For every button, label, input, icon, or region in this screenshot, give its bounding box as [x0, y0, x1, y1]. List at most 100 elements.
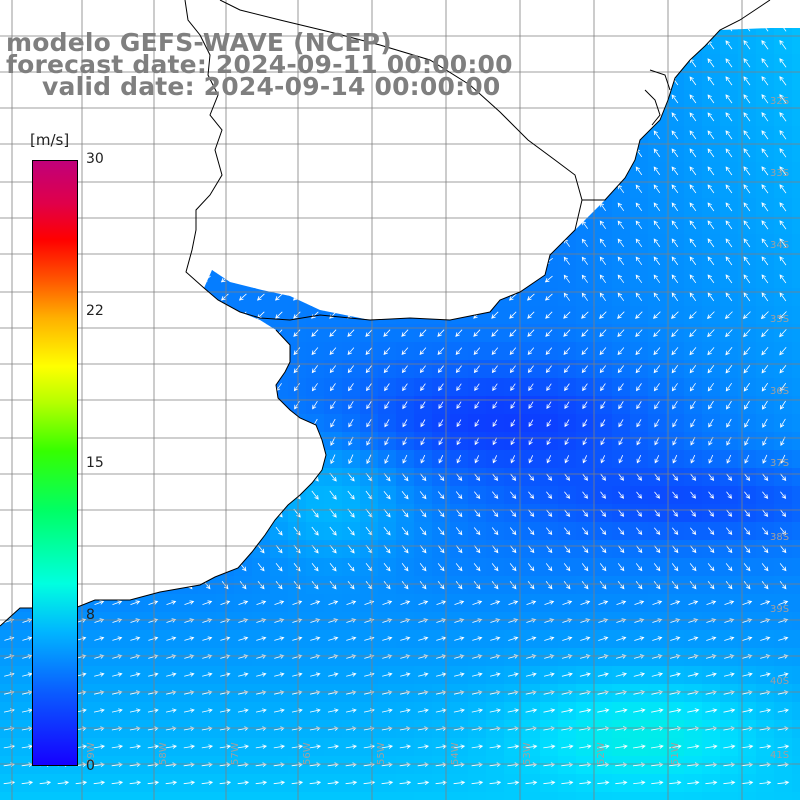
wind-speed-cell — [414, 180, 433, 199]
wind-speed-cell — [234, 342, 253, 361]
wind-arrow — [112, 257, 121, 265]
wind-speed-cell — [126, 180, 145, 199]
wind-arrow — [671, 527, 679, 535]
wind-arrow — [257, 347, 265, 356]
wind-arrow — [707, 238, 715, 248]
wind-arrow — [346, 204, 356, 210]
wind-arrow — [563, 292, 571, 301]
wind-arrow — [579, 672, 591, 677]
wind-arrow — [382, 222, 392, 228]
wind-arrow — [510, 455, 516, 464]
wind-arrow — [239, 365, 247, 374]
wind-speed-cell — [198, 216, 217, 235]
wind-speed-cell — [0, 504, 19, 523]
wind-arrow — [309, 115, 320, 120]
wind-arrow — [651, 708, 664, 713]
wind-arrow — [131, 383, 138, 392]
wind-speed-cell — [414, 270, 433, 289]
wind-arrow — [435, 115, 446, 120]
wind-arrow — [438, 455, 444, 464]
wind-speed-cell — [486, 792, 505, 800]
wind-speed-cell — [216, 144, 235, 163]
wind-speed-cell — [792, 756, 800, 775]
wind-arrow — [491, 581, 499, 590]
wind-speed-cell — [522, 28, 541, 37]
wind-arrow — [581, 112, 589, 122]
wind-arrow — [347, 347, 355, 356]
wind-arrow — [111, 115, 122, 120]
wind-speed-cell — [162, 450, 181, 469]
wind-arrow — [148, 7, 157, 11]
colorbar-tick-label: 22 — [86, 303, 104, 319]
title-forecast-date: forecast date: 2024-09-11 00:00:00 — [6, 50, 513, 79]
wind-speed-cell — [558, 72, 577, 91]
wind-arrow — [779, 545, 787, 554]
wind-arrow — [202, 257, 211, 265]
wind-arrow — [616, 600, 627, 605]
wind-arrow — [618, 455, 624, 464]
wind-arrow — [689, 76, 697, 86]
wind-arrow — [581, 365, 589, 374]
wind-arrow — [95, 365, 103, 374]
wind-speed-cell — [792, 72, 800, 91]
wind-arrow — [436, 204, 446, 210]
wind-arrow — [256, 275, 265, 283]
wind-arrow — [617, 94, 625, 104]
wind-arrow — [474, 473, 481, 481]
wind-arrow — [238, 257, 247, 265]
wind-arrow — [22, 204, 32, 210]
wind-speed-cell — [36, 108, 55, 127]
wind-speed-cell — [450, 162, 469, 181]
wind-arrow — [544, 168, 554, 174]
wind-speed-cell — [198, 126, 217, 145]
wind-arrow — [689, 329, 697, 338]
wind-arrow — [599, 112, 607, 122]
wind-arrow — [689, 166, 697, 176]
wind-arrow — [167, 491, 175, 500]
wind-arrow — [382, 636, 393, 641]
wind-arrow — [636, 473, 643, 481]
wind-arrow — [653, 76, 661, 86]
wind-arrow — [436, 275, 445, 283]
wind-speed-cell — [522, 252, 541, 271]
wind-arrow — [293, 365, 301, 374]
wind-speed-cell — [288, 450, 307, 469]
wind-arrow — [401, 491, 409, 500]
wind-arrow — [687, 708, 700, 713]
wind-arrow — [544, 7, 553, 11]
wind-arrow — [112, 275, 121, 283]
wind-arrow — [78, 400, 84, 410]
wind-speed-cell — [306, 792, 325, 800]
wind-speed-cell — [792, 36, 800, 55]
wind-speed-cell — [792, 630, 800, 649]
wind-arrow — [744, 5, 750, 13]
wind-speed-cell — [180, 414, 199, 433]
wind-arrow — [400, 672, 411, 677]
wind-speed-cell — [180, 144, 199, 163]
wind-arrow — [346, 240, 356, 247]
wind-arrow — [293, 562, 301, 572]
wind-arrow — [77, 383, 84, 392]
wind-arrow — [543, 97, 554, 102]
wind-arrow — [743, 238, 751, 248]
wind-arrow — [438, 383, 444, 392]
wind-arrow — [294, 418, 300, 428]
wind-arrow — [202, 600, 213, 605]
wind-speed-cell — [234, 360, 253, 379]
wind-arrow — [165, 133, 176, 138]
wind-speed-cell — [270, 216, 289, 235]
wind-speed-cell — [774, 0, 793, 19]
wind-arrow — [653, 40, 661, 50]
wind-arrow — [491, 365, 498, 374]
wind-arrow — [526, 275, 535, 283]
wind-arrow — [22, 293, 31, 301]
wind-speed-cell — [288, 0, 307, 19]
wind-arrow — [130, 293, 139, 301]
wind-arrow — [436, 240, 446, 247]
wind-arrow — [39, 150, 50, 156]
wind-arrow — [399, 42, 410, 48]
wind-arrow — [166, 186, 176, 192]
wind-arrow — [273, 133, 284, 138]
wind-arrow — [545, 347, 553, 356]
wind-arrow — [220, 7, 229, 11]
